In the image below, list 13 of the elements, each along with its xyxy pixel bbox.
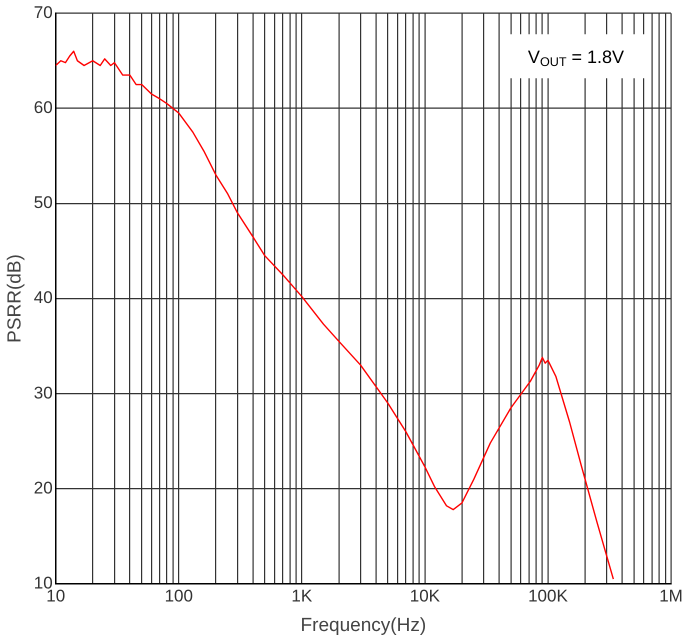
y-tick-label: 20 (34, 478, 53, 498)
y-tick-label: 40 (34, 288, 53, 308)
x-tick-label: 1K (291, 586, 313, 606)
x-tick-label: 100K (528, 586, 568, 606)
y-tick-label: 50 (34, 193, 53, 212)
x-tick-label: 100 (164, 586, 193, 606)
x-tick-label: 1M (659, 586, 683, 606)
x-axis-title: Frequency(Hz) (300, 614, 426, 636)
x-tick-label: 10K (410, 586, 441, 606)
y-tick-label: 30 (34, 383, 53, 402)
y-tick-label: 60 (34, 98, 53, 117)
y-axis-title: PSRR(dB) (4, 254, 26, 343)
y-tick-label: 70 (34, 2, 53, 22)
